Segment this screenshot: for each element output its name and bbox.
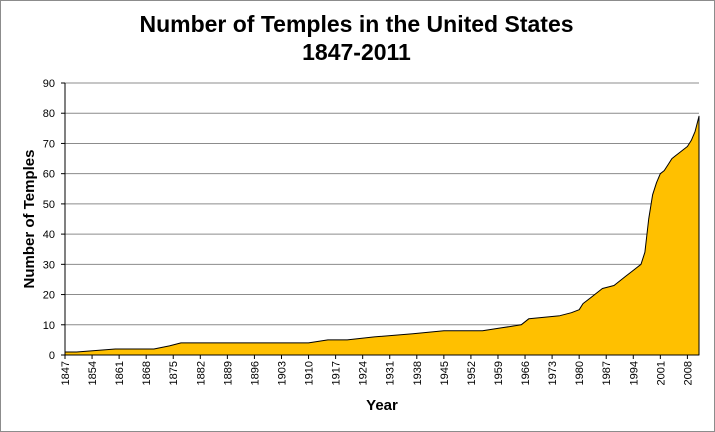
y-tick-label-40: 40 (43, 229, 55, 241)
title-line-2: 1847-2011 (302, 39, 411, 65)
x-tick-label-1994: 1994 (628, 361, 640, 385)
y-tick-label-70: 70 (43, 138, 55, 150)
x-tick-label-1903: 1903 (276, 361, 288, 385)
x-tick-label-1847: 1847 (60, 361, 72, 385)
x-tick-label-1889: 1889 (222, 361, 234, 385)
y-tick-label-50: 50 (43, 199, 55, 211)
x-tick-label-1945: 1945 (439, 361, 451, 385)
x-tick-label-1854: 1854 (87, 361, 99, 385)
x-tick-label-1966: 1966 (520, 361, 532, 385)
x-tick-label-1896: 1896 (249, 361, 261, 385)
x-tick-label-1952: 1952 (466, 361, 478, 385)
chart-title: Number of Temples in the United States 1… (0, 10, 713, 66)
x-tick-label-2008: 2008 (682, 361, 694, 385)
x-tick-label-2001: 2001 (655, 361, 667, 385)
y-tick-label-60: 60 (43, 169, 55, 181)
y-tick-labels: 0 10 20 30 40 50 60 70 80 90 (43, 78, 55, 362)
axes (61, 82, 699, 359)
area-series (64, 115, 700, 356)
x-tick-label-1910: 1910 (304, 361, 316, 385)
x-tick-label-1987: 1987 (601, 361, 613, 385)
y-tick-label-20: 20 (43, 290, 55, 302)
y-tick-label-10: 10 (43, 320, 55, 332)
title-line-1: Number of Temples in the United States (139, 11, 574, 37)
x-tick-label-1868: 1868 (141, 361, 153, 385)
x-axis-label: Year (366, 397, 398, 414)
x-tick-label-1924: 1924 (358, 361, 370, 385)
y-axis-label: Number of Temples (21, 150, 38, 289)
x-tick-label-1980: 1980 (574, 361, 586, 385)
y-tick-label-90: 90 (43, 78, 55, 90)
y-tick-label-80: 80 (43, 108, 55, 120)
area-temples (64, 115, 700, 356)
x-tick-label-1938: 1938 (412, 361, 424, 385)
x-tick-label-1959: 1959 (493, 361, 505, 385)
x-tick-label-1931: 1931 (385, 361, 397, 385)
y-tick-label-30: 30 (43, 259, 55, 271)
x-tick-label-1882: 1882 (195, 361, 207, 385)
x-tick-label-1917: 1917 (331, 361, 343, 385)
x-tick-labels: 1847 1854 1861 1868 1875 1882 1889 1896 1903 1910… (60, 361, 694, 385)
y-tick-label-0: 0 (49, 350, 55, 362)
x-tick-label-1861: 1861 (114, 361, 126, 385)
x-tick-label-1973: 1973 (547, 361, 559, 385)
x-tick-label-1875: 1875 (168, 361, 180, 385)
